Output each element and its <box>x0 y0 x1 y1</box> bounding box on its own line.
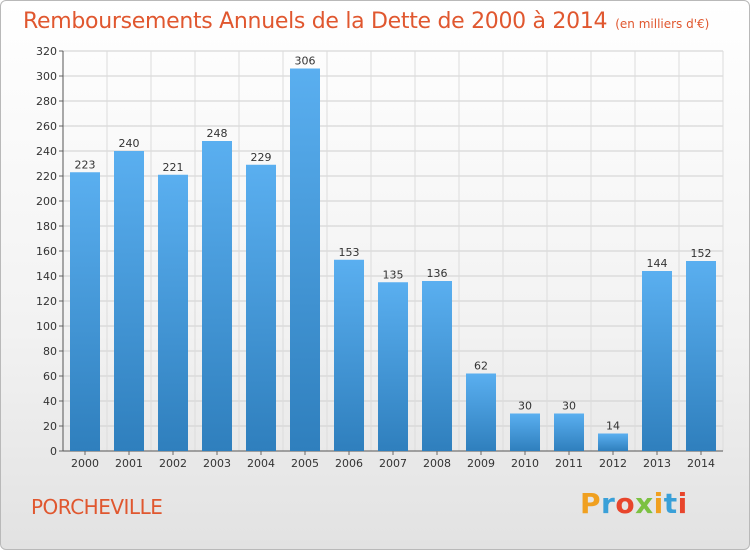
proxiti-logo: Proxiti <box>580 487 688 520</box>
data-label: 144 <box>647 257 668 270</box>
bar <box>202 141 232 451</box>
y-tick-label: 0 <box>50 445 57 458</box>
x-tick-label: 2011 <box>555 457 583 470</box>
y-tick-label: 220 <box>36 170 57 183</box>
x-tick-label: 2003 <box>203 457 231 470</box>
bar <box>598 433 628 451</box>
data-label: 152 <box>691 247 712 260</box>
logo-letter: i <box>677 487 688 520</box>
y-tick-label: 140 <box>36 270 57 283</box>
logo-letter: x <box>635 487 654 520</box>
logo-letter: i <box>653 487 664 520</box>
bar <box>510 413 540 451</box>
x-tick-label: 2001 <box>115 457 143 470</box>
data-label: 62 <box>474 360 488 373</box>
x-tick-label: 2000 <box>71 457 99 470</box>
bar <box>246 164 276 451</box>
bar <box>158 174 188 451</box>
data-label: 30 <box>562 400 576 413</box>
data-label: 153 <box>339 246 360 259</box>
bar <box>554 413 584 451</box>
x-tick-label: 2006 <box>335 457 363 470</box>
bar <box>70 172 100 451</box>
y-tick-label: 240 <box>36 145 57 158</box>
data-label: 240 <box>119 137 140 150</box>
logo-letter: o <box>615 487 636 520</box>
bar <box>686 261 716 451</box>
data-label: 229 <box>251 151 272 164</box>
y-tick-label: 20 <box>43 420 57 433</box>
chart-subtitle: (en milliers d'€) <box>615 17 710 31</box>
logo-letter: P <box>580 487 602 520</box>
logo-letter: r <box>601 487 616 520</box>
data-label: 135 <box>383 268 404 281</box>
x-tick-label: 2010 <box>511 457 539 470</box>
y-tick-label: 260 <box>36 120 57 133</box>
x-tick-label: 2008 <box>423 457 451 470</box>
x-tick-label: 2007 <box>379 457 407 470</box>
bar <box>334 259 364 451</box>
x-tick-label: 2014 <box>687 457 715 470</box>
chart-title-text: Remboursements Annuels de la Dette de 20… <box>23 9 608 34</box>
data-label: 223 <box>75 158 96 171</box>
x-tick-label: 2012 <box>599 457 627 470</box>
y-tick-label: 40 <box>43 395 57 408</box>
y-tick-label: 320 <box>36 45 57 58</box>
data-label: 136 <box>427 267 448 280</box>
y-tick-label: 300 <box>36 70 57 83</box>
bar <box>642 271 672 451</box>
logo-letter: t <box>663 487 678 520</box>
x-tick-label: 2004 <box>247 457 275 470</box>
y-tick-label: 80 <box>43 345 57 358</box>
bar <box>422 281 452 451</box>
data-label: 306 <box>295 55 316 68</box>
y-tick-label: 280 <box>36 95 57 108</box>
y-tick-label: 160 <box>36 245 57 258</box>
bar <box>290 68 320 451</box>
data-label: 221 <box>163 161 184 174</box>
bar <box>466 373 496 451</box>
x-tick-label: 2005 <box>291 457 319 470</box>
x-tick-label: 2002 <box>159 457 187 470</box>
chart-title: Remboursements Annuels de la Dette de 20… <box>23 9 709 34</box>
x-tick-label: 2013 <box>643 457 671 470</box>
data-label: 30 <box>518 400 532 413</box>
data-label: 248 <box>207 127 228 140</box>
y-tick-label: 60 <box>43 370 57 383</box>
data-label: 14 <box>606 420 620 433</box>
commune-name: PORCHEVILLE <box>31 495 163 519</box>
y-tick-label: 100 <box>36 320 57 333</box>
bar <box>378 282 408 451</box>
bar <box>114 151 144 451</box>
x-tick-label: 2009 <box>467 457 495 470</box>
y-tick-label: 120 <box>36 295 57 308</box>
y-tick-label: 200 <box>36 195 57 208</box>
y-tick-label: 180 <box>36 220 57 233</box>
